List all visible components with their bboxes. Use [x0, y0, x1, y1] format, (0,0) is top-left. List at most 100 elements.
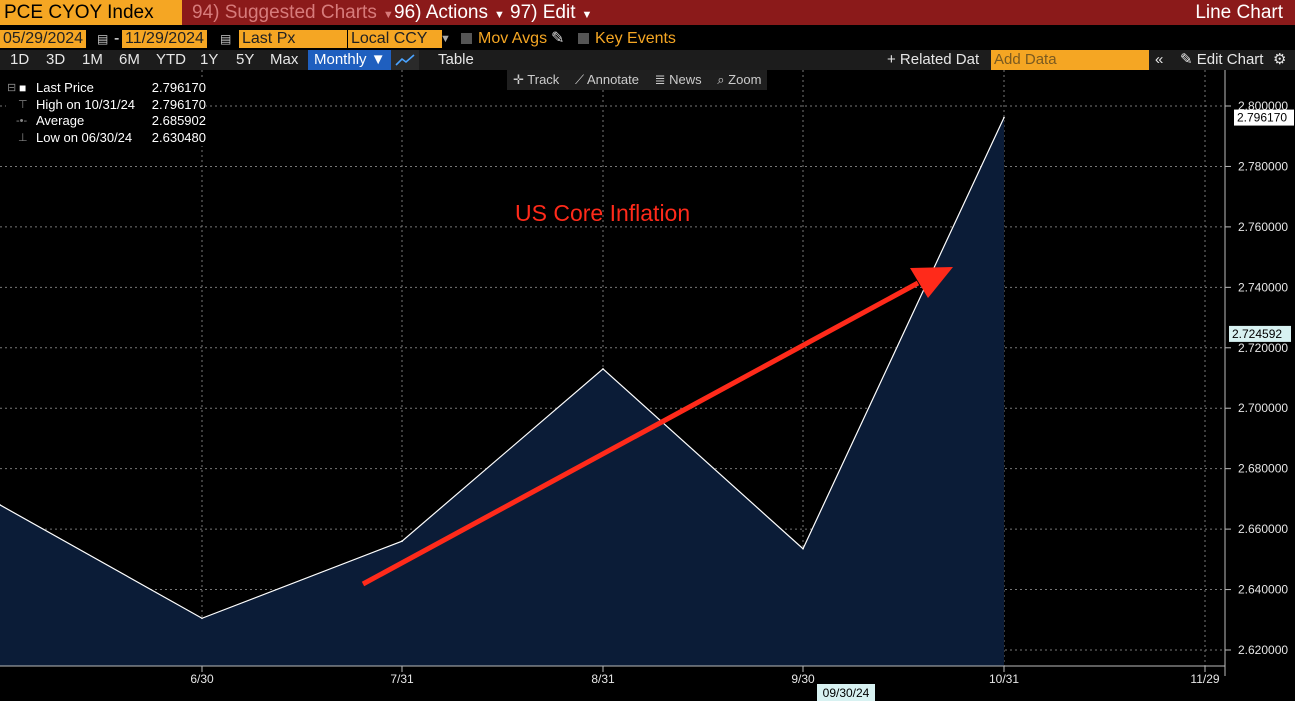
legend-value: 2.796170 [151, 96, 206, 112]
secondary-value-label: 2.724592 [1232, 327, 1282, 341]
field-select[interactable]: Last Px [239, 30, 347, 48]
range-1m-button[interactable]: 1M [82, 51, 103, 68]
y-tick-label: 2.780000 [1238, 159, 1288, 173]
legend-row-average: -•- Average 2.685902 [6, 113, 206, 130]
key-events-label: Key Events [595, 30, 676, 47]
news-icon: ≣ [654, 72, 670, 87]
actions-label: 96) Actions [394, 2, 488, 23]
x-tick-label: 8/31 [591, 672, 615, 686]
actions-menu[interactable]: 96) Actions ▼ [394, 0, 505, 25]
data-point [201, 617, 203, 620]
top-toolbar: PCE CYOY Index 94) Suggested Charts ▼ 96)… [0, 0, 1295, 25]
last-value-label: 2.796170 [1237, 111, 1287, 125]
edit-menu[interactable]: 97) Edit ▼ [510, 0, 592, 25]
chart-legend: ■ ⊟ Last Price 2.796170 ⊤ High on 10/31/… [6, 80, 206, 146]
range-1d-button[interactable]: 1D [10, 51, 30, 68]
collapse-icon[interactable]: « [1155, 51, 1164, 68]
legend-label: High on 10/31/24 [36, 96, 136, 112]
range-ytd-button[interactable]: YTD [156, 51, 186, 68]
calendar-icon[interactable]: ▤ [97, 32, 109, 46]
cursor-date-label: 09/30/24 [823, 686, 870, 700]
y-tick-label: 2.800000 [1238, 99, 1288, 113]
expand-icon: ⊟ [7, 82, 17, 94]
annotate-label: Annotate [586, 72, 639, 87]
checkbox-icon [578, 33, 589, 44]
pencil-icon: ✎ [1180, 51, 1197, 68]
controls-bar: 05/29/2024 ▤ - 11/29/2024 ▤ Last Px Loca… [0, 27, 1295, 51]
legend-swatch-icon: ■ [19, 81, 27, 95]
annotation-text: US Core Inflation [515, 200, 691, 226]
y-tick-label: 2.660000 [1238, 522, 1288, 536]
edit-label: 97) Edit [510, 2, 576, 23]
zoom-tool[interactable]: ⌕ Zoom [711, 70, 767, 90]
suggested-label: 94) Suggested Charts [192, 2, 377, 23]
y-tick-label: 2.760000 [1238, 220, 1288, 234]
related-data-button[interactable]: + Related Dat [887, 51, 980, 68]
legend-value: 2.796170 [151, 80, 206, 95]
chevron-down-icon: ▼ [382, 9, 394, 21]
news-label: News [669, 72, 702, 87]
range-6m-button[interactable]: 6M [119, 51, 140, 68]
add-data-input[interactable]: Add Data [991, 50, 1149, 70]
x-tick-label: 7/31 [390, 672, 414, 686]
data-point [602, 368, 604, 370]
data-point [0, 504, 1, 506]
start-date-input[interactable]: 05/29/2024 [0, 30, 87, 48]
average-marker-icon: -•- [16, 115, 28, 127]
legend-row-high: ⊤ High on 10/31/24 2.796170 [6, 97, 206, 114]
data-point [1003, 116, 1005, 119]
track-label: Track [527, 72, 560, 87]
range-max-button[interactable]: Max [270, 51, 299, 68]
legend-value: 2.685902 [151, 113, 206, 128]
x-tick-label: 10/31 [989, 672, 1019, 686]
date-separator: - [114, 30, 120, 47]
chevron-down-icon: ▼ [581, 9, 593, 21]
table-button[interactable]: Table [438, 51, 474, 68]
currency-select[interactable]: Local CCY [348, 30, 442, 48]
data-point [401, 540, 403, 542]
arrow-head [910, 267, 953, 298]
range-1y-button[interactable]: 1Y [200, 51, 219, 68]
range-bar: 1D 3D 1M 6M YTD 1Y 5Y Max Monthly ▼ Tabl… [0, 50, 1295, 70]
edit-chart-label: Edit Chart [1196, 51, 1264, 68]
legend-label: Low on 06/30/24 [36, 129, 133, 145]
range-3d-button[interactable]: 3D [46, 51, 66, 68]
edit-chart-button[interactable]: ✎ Edit Chart [1180, 50, 1263, 70]
x-tick-label: 6/30 [190, 672, 214, 686]
trend-arrow [361, 280, 920, 587]
magnifier-icon: ⌕ [717, 72, 729, 87]
frequency-select[interactable]: Monthly ▼ [308, 50, 392, 70]
line-chart[interactable]: 2.620000 2.640000 2.660000 2.680000 2.700000… [0, 70, 1295, 701]
range-5y-button[interactable]: 5Y [236, 51, 255, 68]
legend-row-last[interactable]: ■ ⊟ Last Price 2.796170 [6, 80, 206, 97]
chevron-down-icon[interactable]: ▼ [440, 33, 451, 45]
view-name: Line Chart [1195, 2, 1283, 23]
pencil-icon[interactable]: ✎ [551, 30, 565, 47]
annotate-icon: ⟋ [574, 72, 587, 87]
series-area [0, 117, 1004, 666]
chevron-down-icon: ▼ [494, 9, 505, 21]
chart-tools: ✛ Track ⟋ Annotate ≣ News ⌕ Zoom [507, 70, 768, 90]
legend-label: Last Price [36, 80, 94, 95]
track-tool[interactable]: ✛ Track [507, 70, 565, 90]
gear-icon[interactable]: ⚙ [1273, 51, 1287, 68]
y-tick-label: 2.620000 [1238, 643, 1288, 657]
cursor-date-box [817, 684, 875, 701]
x-tick-label: 9/30 [791, 672, 815, 686]
zoom-label: Zoom [728, 72, 762, 87]
news-tool[interactable]: ≣ News [649, 70, 708, 90]
annotate-tool[interactable]: ⟋ Annotate [569, 70, 645, 90]
end-date-input[interactable]: 11/29/2024 [122, 30, 207, 48]
mov-avgs-label: Mov Avgs [478, 30, 548, 47]
chart-axes: 2.620000 2.640000 2.660000 2.680000 2.700000… [0, 70, 1294, 701]
mov-avgs-toggle[interactable]: Mov Avgs [461, 30, 547, 48]
line-chart-icon[interactable] [391, 50, 419, 70]
ticker-field[interactable]: PCE CYOY Index [0, 0, 182, 25]
low-marker-icon: ⊥ [18, 131, 28, 144]
y-tick-label: 2.680000 [1238, 462, 1288, 476]
suggested-charts-menu[interactable]: 94) Suggested Charts ▼ [192, 0, 394, 25]
key-events-toggle[interactable]: Key Events [578, 30, 676, 48]
calendar-icon[interactable]: ▤ [220, 32, 232, 46]
chart-marks [0, 116, 1005, 666]
y-tick-label: 2.740000 [1238, 280, 1288, 294]
